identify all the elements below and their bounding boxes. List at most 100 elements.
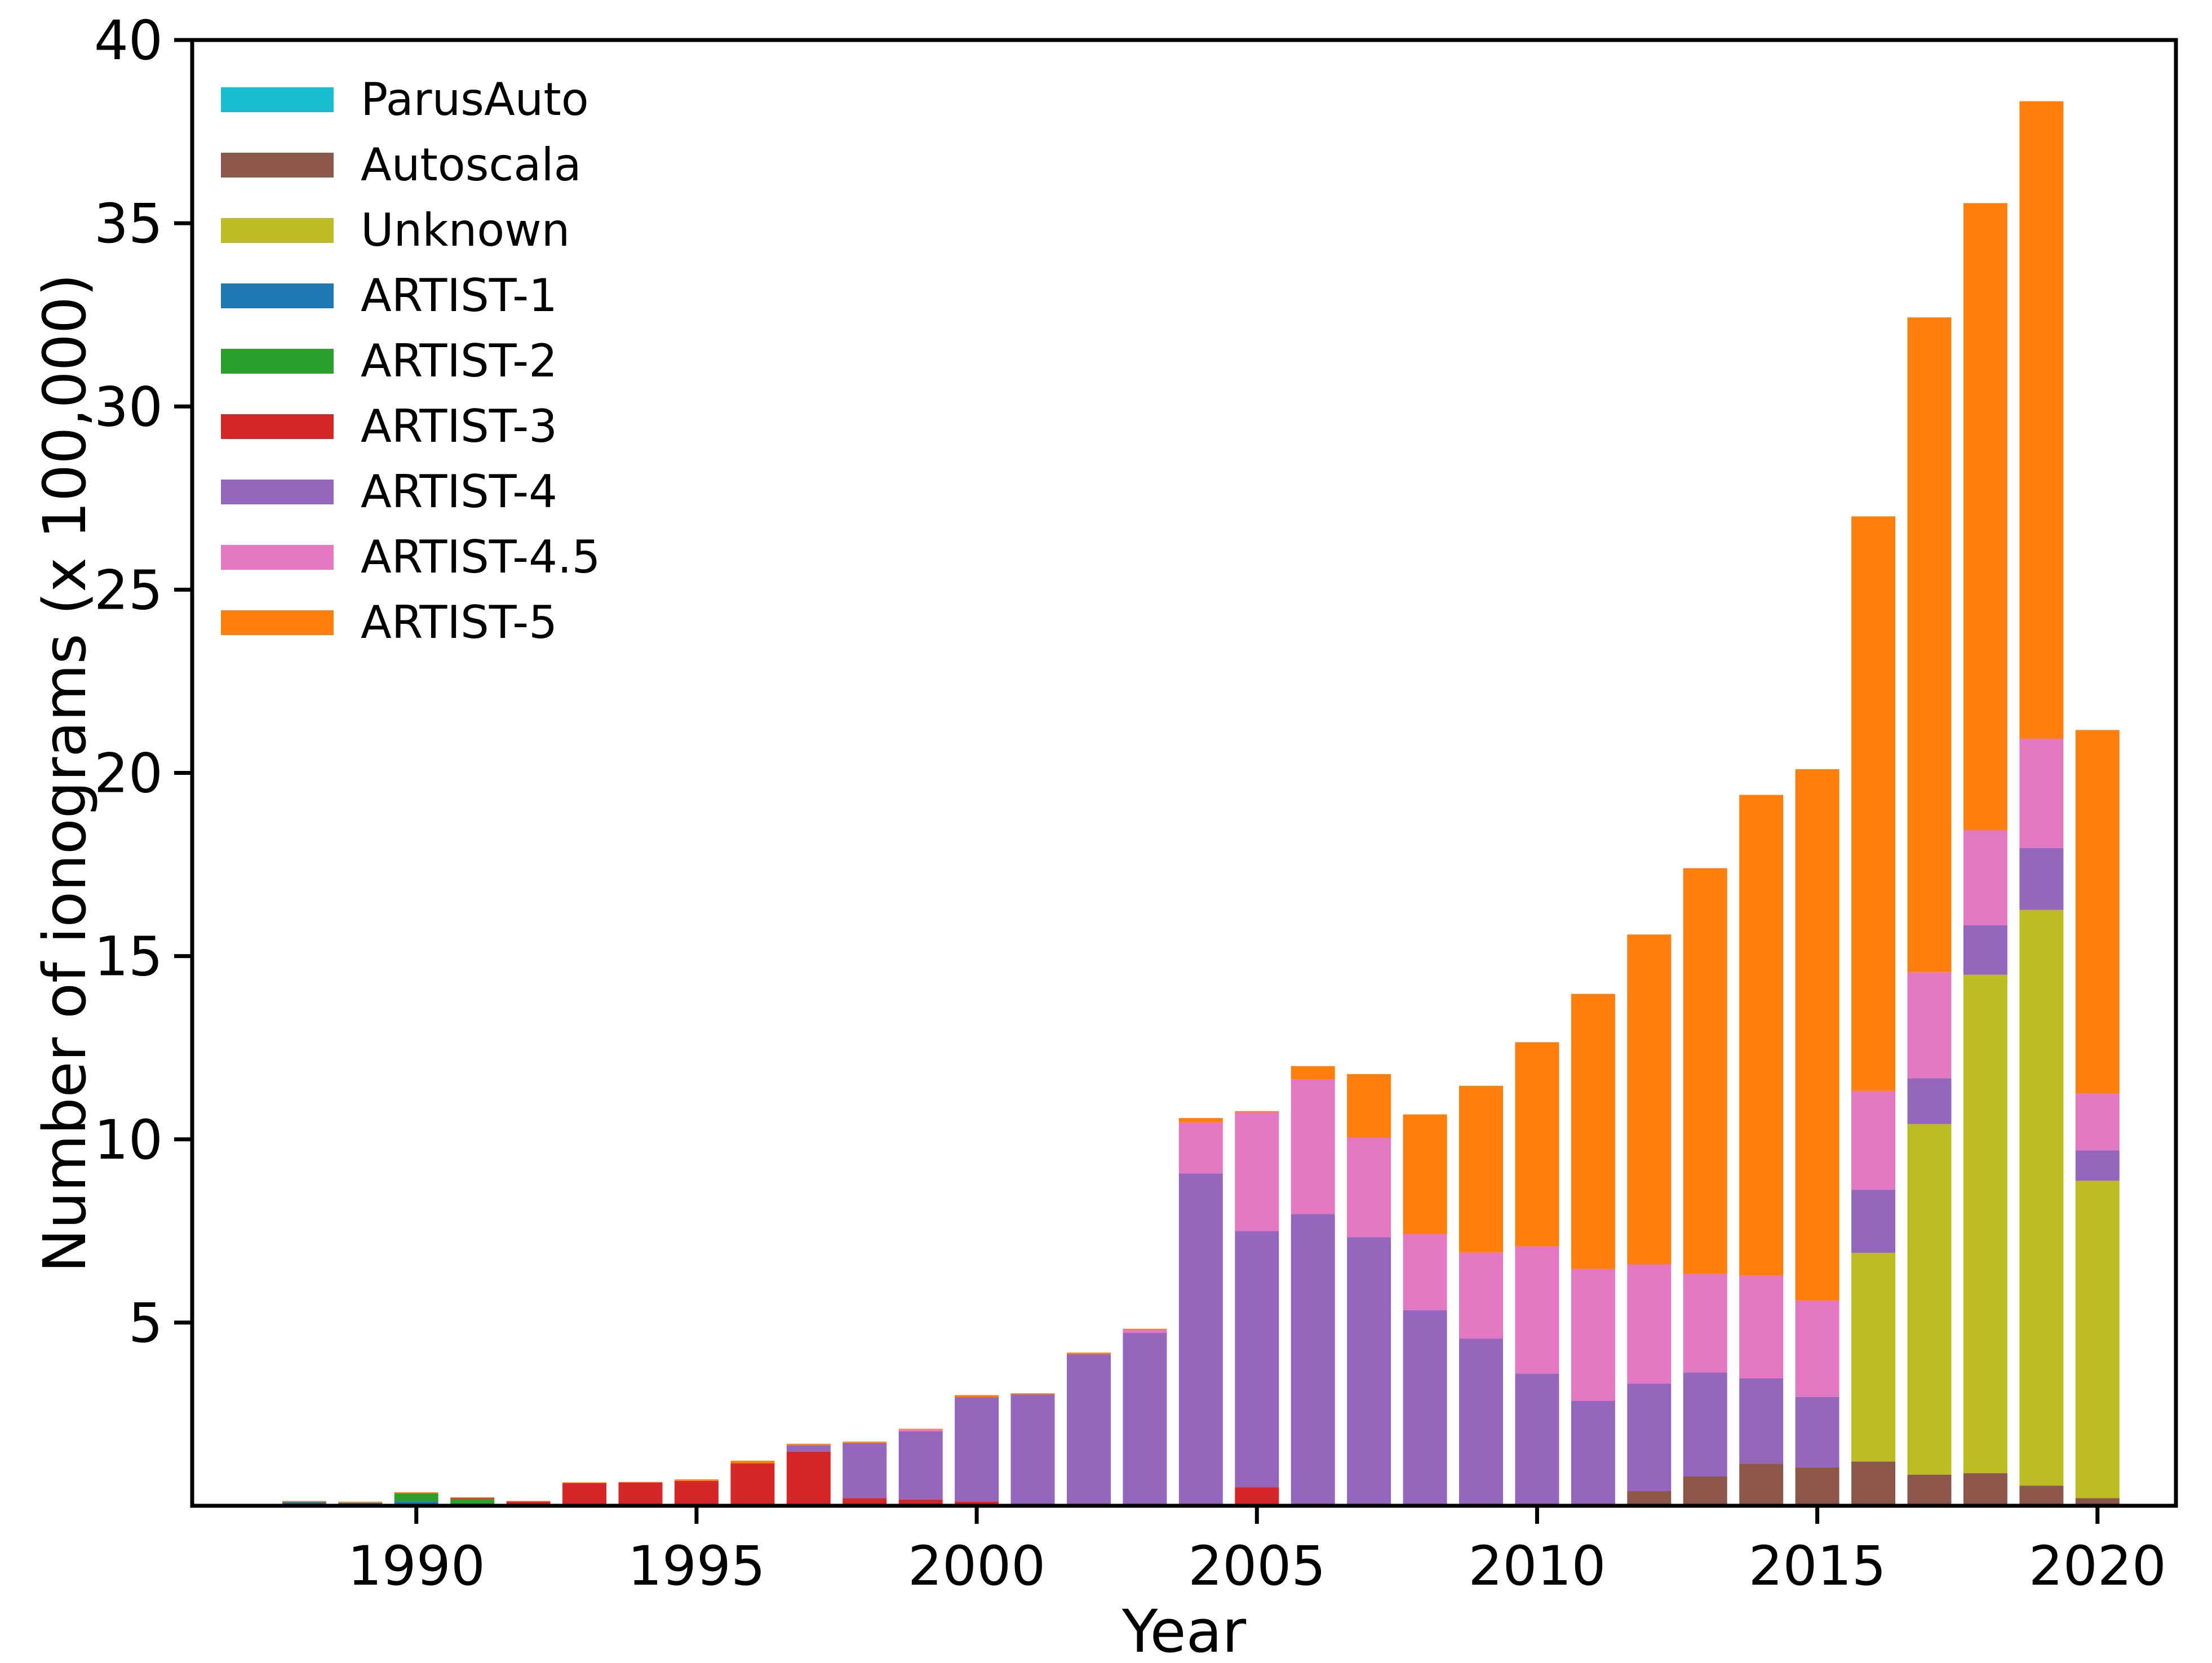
legend-item-artist-2: ARTIST-2 — [221, 339, 728, 404]
bar-segment — [1178, 1173, 1223, 1506]
bar-segment — [506, 1501, 551, 1506]
legend-item-autoscala: Autoscala — [221, 143, 728, 208]
bar-segment — [394, 1501, 438, 1506]
bar-segment — [1907, 1078, 1952, 1124]
bar-segment — [730, 1461, 775, 1464]
bar-segment — [1907, 1124, 1952, 1475]
bar-segment — [2075, 730, 2120, 1094]
bar-segment — [1459, 1252, 1503, 1339]
bar-segment — [1795, 1467, 1839, 1506]
y-tick-label: 30 — [94, 375, 163, 438]
bar-segment — [1683, 1372, 1727, 1476]
bar-segment — [1795, 1396, 1839, 1467]
bar-segment — [1851, 1253, 1896, 1462]
bar-segment — [955, 1501, 999, 1506]
legend-swatch — [221, 414, 334, 439]
bar-segment — [2019, 739, 2064, 848]
bar-segment — [450, 1497, 495, 1498]
bar-segment — [1963, 203, 2007, 830]
bar-segment — [955, 1397, 999, 1502]
bar-segment — [1459, 1338, 1503, 1506]
bar-segment — [1571, 994, 1615, 1269]
bar-segment — [2019, 910, 2064, 1486]
bar-segment — [1347, 1137, 1391, 1238]
x-tick-label: 2020 — [2029, 1535, 2166, 1598]
bar-segment — [450, 1498, 495, 1500]
bar-segment — [786, 1445, 831, 1452]
bar-segment — [338, 1501, 383, 1503]
bar-segment — [1291, 1066, 1335, 1080]
bar-segment — [282, 1501, 326, 1502]
y-tick-label: 20 — [94, 742, 163, 805]
bar-segment — [786, 1451, 831, 1506]
bar-segment — [618, 1483, 663, 1506]
bar-segment — [1907, 317, 1952, 973]
legend-swatch — [221, 283, 334, 308]
bar-segment — [955, 1395, 999, 1398]
bar-segment — [394, 1492, 438, 1493]
bar-segment — [1963, 1473, 2007, 1506]
bar-segment — [674, 1479, 719, 1481]
bar-segment — [843, 1443, 887, 1498]
bar-segment — [2019, 101, 2064, 739]
bar-segment — [1739, 1464, 1784, 1506]
y-tick-label: 5 — [128, 1292, 163, 1355]
bar-segment — [1403, 1310, 1447, 1506]
x-tick-label: 2010 — [1468, 1535, 1606, 1598]
x-tick-label: 2000 — [908, 1535, 1045, 1598]
bar-segment — [1515, 1246, 1559, 1374]
bar-segment — [1627, 934, 1672, 1265]
bar-segment — [1907, 972, 1952, 1079]
bar-segment — [1739, 1378, 1784, 1464]
y-tick-label: 40 — [94, 9, 163, 72]
bar-segment — [1123, 1329, 1167, 1333]
bar-segment — [1851, 1461, 1896, 1506]
bar-segment — [1010, 1393, 1055, 1395]
y-tick-label: 15 — [94, 925, 163, 988]
bar-segment — [394, 1493, 438, 1502]
legend-swatch — [221, 218, 334, 243]
bar-segment — [1010, 1394, 1055, 1506]
bar-segment — [898, 1429, 943, 1431]
legend-swatch — [221, 610, 334, 635]
legend-swatch — [221, 480, 334, 504]
bar-segment — [1739, 795, 1784, 1276]
bar-segment — [786, 1444, 831, 1445]
bar-segment — [1963, 974, 2007, 1474]
bar-segment — [730, 1463, 775, 1506]
legend-item-artist-4-5: ARTIST-4.5 — [221, 535, 728, 600]
x-tick-label: 2015 — [1748, 1535, 1886, 1598]
bar-segment — [1683, 1274, 1727, 1373]
bar-segment — [1178, 1122, 1223, 1174]
bar-segment — [1739, 1275, 1784, 1378]
legend-item-artist-3: ARTIST-3 — [221, 404, 728, 469]
bar-segment — [1123, 1333, 1167, 1506]
bar-segment — [1235, 1111, 1279, 1112]
bar-segment — [1963, 830, 2007, 925]
legend-item-artist-1: ARTIST-1 — [221, 273, 728, 339]
bar-segment — [1347, 1237, 1391, 1506]
legend-swatch — [221, 87, 334, 112]
bar-segment — [843, 1442, 887, 1443]
legend-swatch — [221, 153, 334, 178]
y-tick-label: 10 — [94, 1108, 163, 1172]
x-axis-label: Year — [1121, 1597, 1247, 1663]
bar-segment — [2075, 1093, 2120, 1151]
bar-segment — [1403, 1234, 1447, 1310]
legend-swatch — [221, 349, 334, 374]
bar-segment — [898, 1499, 943, 1506]
bar-segment — [1907, 1474, 1952, 1506]
bar-segment — [1627, 1491, 1672, 1506]
legend-item-parusauto: ParusAuto — [221, 77, 728, 143]
legend-swatch — [221, 545, 334, 570]
bar-segment — [674, 1480, 719, 1506]
bar-segment — [618, 1482, 663, 1483]
bar-segment — [898, 1431, 943, 1500]
bar-segment — [1515, 1042, 1559, 1247]
bar-segment — [1851, 516, 1896, 1091]
y-tick-label: 25 — [94, 558, 163, 622]
bar-segment — [1571, 1401, 1615, 1506]
x-tick-label: 1995 — [628, 1535, 765, 1598]
